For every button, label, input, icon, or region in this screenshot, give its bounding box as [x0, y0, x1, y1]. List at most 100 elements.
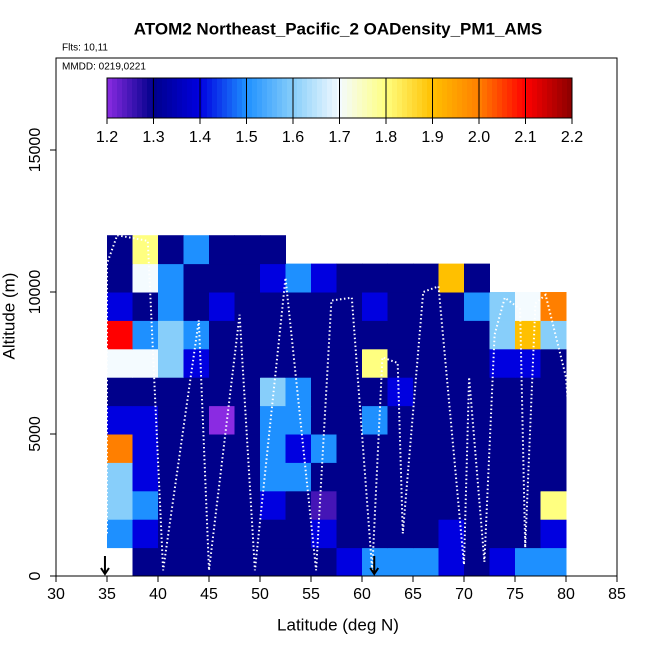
heatmap-cell: [260, 519, 286, 549]
heatmap-cell: [387, 547, 414, 577]
heatmap-cell: [132, 490, 159, 520]
colorbar-swatch: [407, 78, 413, 118]
colorbar-swatch: [392, 78, 398, 118]
colorbar-tick-label: 1.9: [421, 129, 443, 146]
heatmap-cell: [540, 519, 567, 549]
colorbar-swatch: [192, 78, 198, 118]
heatmap-cell: [336, 462, 363, 492]
heatmap-cell: [132, 519, 159, 549]
colorbar-swatch: [412, 78, 418, 118]
x-axis-label: Latitude (deg N): [277, 615, 399, 634]
colorbar-swatch: [237, 78, 243, 118]
colorbar-swatch: [287, 78, 293, 118]
plot-frame: [55, 57, 618, 577]
colorbar-swatch: [357, 78, 363, 118]
heatmap-cell: [387, 377, 414, 407]
heatmap-cell: [413, 320, 439, 350]
heatmap-cell: [311, 292, 337, 321]
colorbar-swatch: [492, 78, 498, 118]
colorbar-tick-label: 1.3: [142, 129, 164, 146]
heatmap-cell: [438, 405, 465, 435]
heatmap-cell: [107, 263, 133, 293]
heatmap-cell: [489, 405, 516, 435]
heatmap-cell: [464, 434, 490, 463]
heatmap-cell: [515, 519, 541, 549]
colorbar-tick-label: 2.2: [561, 129, 583, 146]
heatmap-cell: [540, 462, 567, 492]
heatmap-cell: [158, 235, 184, 265]
colorbar-swatch: [332, 78, 338, 118]
heatmap-cell: [413, 377, 439, 407]
colorbar-swatch: [562, 78, 568, 118]
heatmap-cell: [107, 320, 133, 350]
colorbar-swatch: [417, 78, 423, 118]
heatmap-cell: [413, 405, 439, 435]
arrow: [369, 556, 380, 576]
heatmap-cell: [362, 348, 388, 378]
colorbar-swatch: [207, 78, 213, 118]
colorbar-swatch: [382, 78, 388, 118]
heatmap-cell: [489, 434, 516, 463]
heatmap-cell: [209, 320, 235, 350]
heatmap-cell: [209, 405, 235, 435]
heatmap-cell: [413, 263, 439, 293]
heatmap-cell: [183, 377, 210, 407]
heatmap-cell: [209, 263, 235, 293]
colorbar-swatch: [567, 78, 573, 118]
heatmap-cell: [234, 462, 261, 492]
heatmap-cell: [234, 348, 261, 378]
heatmap-cell: [132, 263, 159, 293]
heatmap-cell: [515, 292, 541, 321]
heatmap-cell: [362, 292, 388, 321]
heatmap-cell: [209, 348, 235, 378]
heatmap-cell: [387, 519, 414, 549]
x-tick-label: 55: [302, 586, 320, 603]
colorbar-swatch: [502, 78, 508, 118]
heatmap-cell: [132, 320, 159, 350]
heatmap-cell: [234, 320, 261, 350]
heatmap-cell: [489, 547, 516, 577]
colorbar-swatch: [262, 78, 268, 118]
heatmap-cell: [183, 292, 210, 321]
heatmap-cell: [540, 405, 567, 435]
heatmap-cell: [489, 462, 516, 492]
colorbar-tick-label: 1.5: [235, 129, 257, 146]
colorbar-swatch: [432, 78, 438, 118]
heatmap-cell: [413, 434, 439, 463]
heatmap-cell: [311, 377, 337, 407]
heatmap-cell: [311, 348, 337, 378]
x-tick-label: 40: [149, 586, 167, 603]
heatmap-cell: [438, 377, 465, 407]
heatmap-cell: [362, 519, 388, 549]
heatmap-cell: [158, 434, 184, 463]
heatmap-cell: [540, 434, 567, 463]
heatmap-cell: [107, 434, 133, 463]
heatmap-cell: [260, 320, 286, 350]
colorbar-swatch: [257, 78, 263, 118]
colorbar-swatch: [557, 78, 563, 118]
colorbar-swatch: [447, 78, 453, 118]
heatmap-cell: [285, 320, 312, 350]
heatmap-cell: [285, 405, 312, 435]
heatmap-cell: [183, 263, 210, 293]
flight-track: [106, 234, 573, 571]
colorbar-swatch: [317, 78, 323, 118]
x-tick-label: 65: [404, 586, 422, 603]
heatmap-cell: [158, 377, 184, 407]
colorbar-swatch: [137, 78, 143, 118]
heatmap-cell: [107, 377, 133, 407]
x-tick-label: 75: [506, 586, 524, 603]
colorbar-swatch: [437, 78, 443, 118]
heatmap-cell: [464, 292, 490, 321]
colorbar-swatch: [467, 78, 473, 118]
chart-title: ATOM2 Northeast_Pacific_2 OADensity_PM1_…: [134, 19, 542, 38]
colorbar-tick-label: 2.1: [514, 129, 536, 146]
heatmap-cell: [209, 434, 235, 463]
colorbar-swatch: [442, 78, 448, 118]
x-tick-label: 45: [200, 586, 218, 603]
heatmap-cell: [336, 320, 363, 350]
heatmap-cell: [540, 377, 567, 407]
heatmap-cell: [336, 405, 363, 435]
heatmap-cell: [107, 490, 133, 520]
